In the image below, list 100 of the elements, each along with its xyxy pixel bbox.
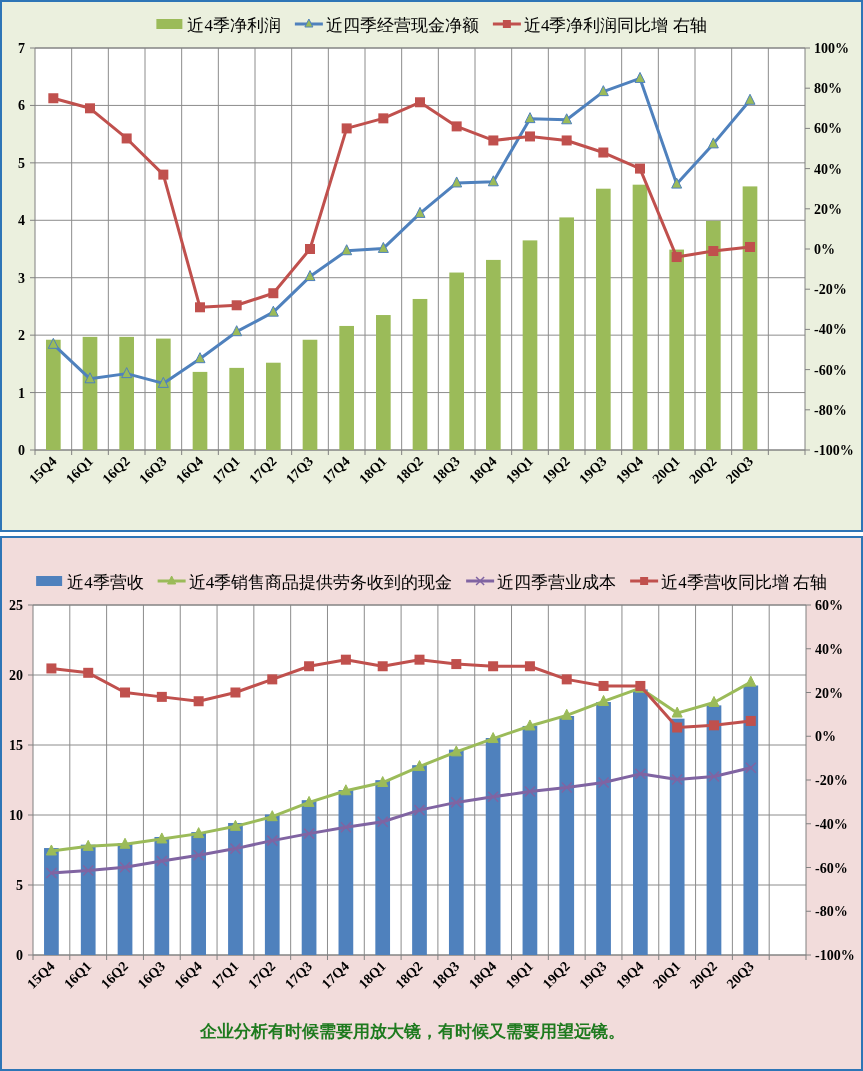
bar — [301, 800, 317, 955]
point — [451, 659, 462, 670]
point — [268, 288, 279, 299]
y2-tick-label: -100% — [815, 948, 855, 963]
legend-label: 近四季营业成本 — [497, 573, 617, 592]
point — [561, 113, 573, 125]
bar — [706, 220, 721, 450]
point — [524, 661, 535, 672]
y2-tick-label: 40% — [814, 161, 842, 177]
point — [561, 135, 572, 146]
y-tick-label: 1 — [18, 385, 25, 401]
y-tick-label: 4 — [18, 213, 25, 229]
bar — [46, 339, 61, 450]
point — [194, 352, 206, 364]
bar — [376, 315, 391, 450]
bar — [559, 217, 574, 450]
point — [377, 661, 388, 672]
point — [597, 85, 609, 97]
bar — [264, 814, 280, 955]
bar — [743, 685, 759, 955]
y-tick-label: 20 — [9, 668, 23, 683]
y-tick-label: 3 — [18, 270, 25, 286]
point — [304, 661, 315, 672]
legend-label: 近4季净利润 — [187, 16, 281, 35]
point — [671, 177, 683, 189]
point — [414, 654, 425, 665]
point — [119, 861, 131, 873]
y2-tick-label: -20% — [814, 282, 847, 298]
bar — [80, 844, 96, 955]
point — [156, 832, 168, 844]
point — [598, 680, 609, 691]
y2-tick-label: 60% — [815, 598, 843, 613]
point — [193, 827, 205, 839]
y2-tick-label: 60% — [814, 121, 842, 137]
point — [229, 842, 242, 855]
point — [377, 241, 389, 253]
y2-tick-label: -100% — [814, 443, 854, 458]
point — [671, 706, 683, 718]
point — [266, 834, 279, 847]
point — [156, 855, 168, 867]
y-tick-label: 2 — [18, 328, 25, 344]
bar — [338, 790, 354, 955]
point — [377, 776, 389, 788]
legend-label: 近4季营收同比增 右轴 — [661, 573, 827, 592]
bar — [596, 702, 611, 955]
point — [192, 849, 205, 862]
point — [671, 773, 683, 786]
point — [83, 667, 94, 678]
bar — [339, 325, 354, 450]
point — [524, 785, 536, 798]
bar — [192, 371, 208, 450]
point — [378, 113, 389, 124]
bar — [522, 725, 538, 955]
point — [413, 804, 426, 816]
bar — [669, 718, 685, 955]
point — [157, 376, 169, 388]
point — [45, 867, 58, 879]
point — [304, 270, 316, 282]
point — [672, 722, 683, 733]
point — [158, 169, 169, 180]
point — [707, 137, 719, 149]
y-tick-label: 5 — [18, 155, 25, 171]
point — [487, 175, 499, 187]
point — [745, 715, 756, 726]
point — [745, 241, 755, 252]
point — [635, 163, 645, 174]
y-tick-label: 25 — [9, 598, 23, 613]
point — [231, 300, 242, 311]
bar — [632, 184, 648, 450]
bar — [191, 832, 206, 955]
y2-tick-label: -60% — [815, 860, 848, 876]
point — [303, 827, 315, 840]
bar — [412, 298, 428, 450]
point — [267, 305, 279, 317]
bar — [448, 749, 464, 955]
bar — [633, 689, 648, 955]
y-tick-label: 6 — [18, 98, 25, 114]
point — [745, 675, 757, 687]
point — [415, 97, 425, 108]
point — [47, 337, 59, 349]
bar — [375, 780, 391, 955]
y2-tick-label: -40% — [814, 322, 847, 338]
point — [46, 663, 57, 674]
bar — [742, 186, 758, 450]
y2-tick-label: 0% — [814, 242, 835, 257]
point — [195, 302, 205, 313]
y2-tick-label: -20% — [815, 773, 848, 788]
point — [340, 784, 352, 796]
y2-tick-label: -80% — [814, 402, 847, 418]
point — [231, 325, 243, 337]
point — [708, 246, 719, 257]
bar — [412, 765, 427, 955]
point — [450, 745, 462, 757]
point — [598, 147, 609, 158]
point — [745, 762, 757, 774]
point — [84, 372, 96, 384]
point — [305, 244, 315, 254]
bar — [706, 705, 722, 955]
point — [45, 844, 57, 856]
point — [560, 781, 573, 794]
